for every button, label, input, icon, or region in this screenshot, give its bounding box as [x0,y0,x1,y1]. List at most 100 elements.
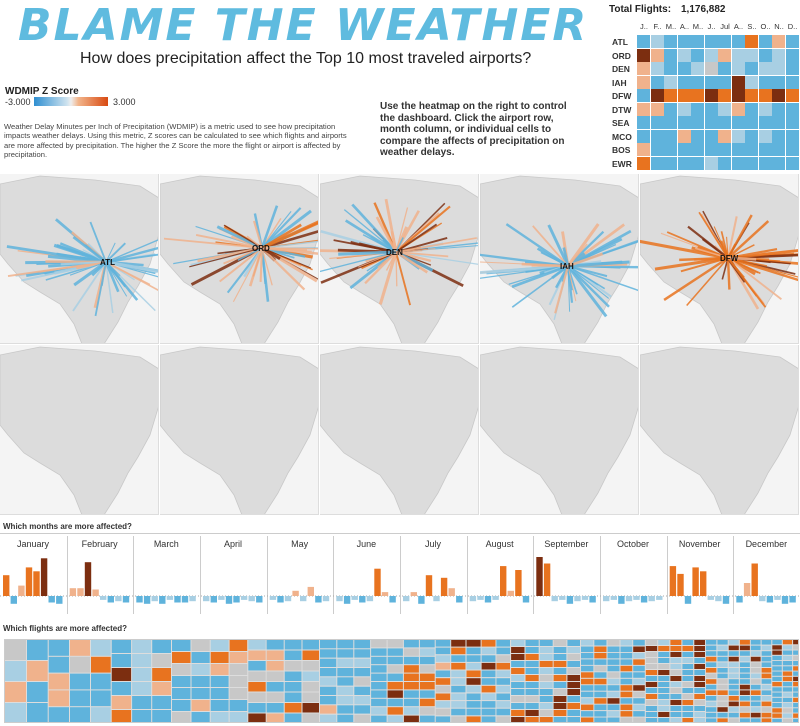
flight-cell[interactable] [633,659,645,665]
flight-cell[interactable] [728,679,739,684]
heatmap-airport-label[interactable]: IAH [612,77,627,88]
flight-cell[interactable] [248,713,266,724]
flight-cell[interactable] [466,662,481,670]
heatmap-cell[interactable] [677,143,691,156]
heatmap-cell[interactable] [731,143,745,156]
month-bar[interactable] [256,596,263,603]
flight-cell[interactable] [466,685,481,693]
flight-cell[interactable] [481,640,496,647]
heatmap-cell[interactable] [650,48,664,62]
flight-cell[interactable] [682,682,694,687]
heatmap-cell[interactable] [731,156,745,170]
flight-cell[interactable] [371,665,387,673]
heatmap-cell[interactable] [758,143,772,156]
flight-cell[interactable] [782,713,793,718]
flight-cell[interactable] [717,668,728,673]
heatmap-airport-label[interactable]: MCO [612,131,632,142]
heatmap-cell[interactable] [785,75,799,89]
flight-cell[interactable] [594,665,607,672]
flight-cell[interactable] [670,718,682,723]
heatmap-cell[interactable] [677,116,691,129]
flight-cell[interactable] [210,640,229,651]
heatmap-cell[interactable] [691,116,704,129]
heatmap-cell[interactable] [637,129,650,143]
heatmap-cell[interactable] [677,62,691,75]
heatmap-cell[interactable] [758,129,772,143]
flight-cell[interactable] [782,655,793,661]
flight-cell[interactable] [567,710,580,716]
flight-cell[interactable] [782,666,793,671]
flight-cell[interactable] [670,700,682,705]
flight-cell[interactable] [633,678,645,685]
flight-cell[interactable] [728,696,739,701]
flight-cell[interactable] [70,707,90,723]
flight-cell[interactable] [553,654,567,660]
flight-cell[interactable] [772,682,782,687]
month-bar[interactable] [336,596,343,602]
flight-cell[interactable] [658,658,670,663]
flight-cell[interactable] [435,685,451,693]
month-bar[interactable] [25,567,33,596]
flight-cell[interactable] [354,640,371,649]
flight-cell[interactable] [705,690,717,695]
flight-cell[interactable] [91,656,111,673]
flight-cell[interactable] [152,654,171,667]
heatmap-month-label[interactable]: A.. [679,22,690,31]
flight-cell[interactable] [248,650,266,661]
flight-cell[interactable] [284,692,302,703]
month-bar[interactable] [159,596,166,604]
month-bar[interactable] [500,566,507,596]
heatmap-cell[interactable] [677,102,691,116]
flight-cell[interactable] [70,656,90,673]
flight-cell[interactable] [658,670,670,675]
heatmap-cell[interactable] [637,75,650,89]
flight-cell[interactable] [284,682,302,692]
flight-cell[interactable] [111,668,132,681]
heatmap-cell[interactable] [704,156,718,170]
flight-cell[interactable] [419,698,435,707]
flight-cell[interactable] [682,700,694,705]
flight-cell[interactable] [645,664,658,669]
heatmap-cell[interactable] [785,156,799,170]
heatmap-cell[interactable] [745,156,758,170]
flight-cell[interactable] [633,704,645,711]
flight-cell[interactable] [793,676,799,682]
heatmap-cell[interactable] [731,102,745,116]
flight-cell[interactable] [607,691,620,698]
flight-cell[interactable] [320,668,337,677]
flight-cell[interactable] [403,673,419,681]
flight-cell[interactable] [266,640,284,650]
heatmap-cell[interactable] [677,129,691,143]
flight-cell[interactable] [705,662,717,667]
flight-cell[interactable] [567,647,580,653]
flight-cell[interactable] [320,640,337,649]
flight-cell[interactable] [266,703,284,713]
flight-cell[interactable] [761,656,772,662]
month-bar[interactable] [69,588,77,596]
flight-cell[interactable] [387,665,403,673]
flight-cell[interactable] [132,640,152,653]
flight-cell[interactable] [191,676,210,687]
heatmap-cell[interactable] [637,156,650,170]
flight-cell[interactable] [172,700,191,711]
flight-cell[interactable] [284,640,302,650]
flight-cell[interactable] [581,659,594,665]
flight-cell[interactable] [387,715,403,723]
flight-cell[interactable] [645,682,658,687]
month-bar[interactable] [707,596,714,600]
heatmap-cell[interactable] [745,129,758,143]
heatmap-cell[interactable] [731,48,745,62]
flight-cell[interactable] [620,711,633,717]
flight-cell[interactable] [91,640,111,656]
flight-cell[interactable] [539,703,553,709]
flight-cell[interactable] [337,686,354,695]
flight-cell[interactable] [620,646,633,653]
flight-cell[interactable] [525,710,539,716]
flight-cell[interactable] [284,650,302,661]
flight-cell[interactable] [419,690,435,698]
heatmap-cell[interactable] [745,89,758,102]
flight-cell[interactable] [525,675,539,681]
flight-cell[interactable] [320,677,337,686]
flight-cell[interactable] [750,701,761,707]
flight-cell[interactable] [750,673,761,679]
